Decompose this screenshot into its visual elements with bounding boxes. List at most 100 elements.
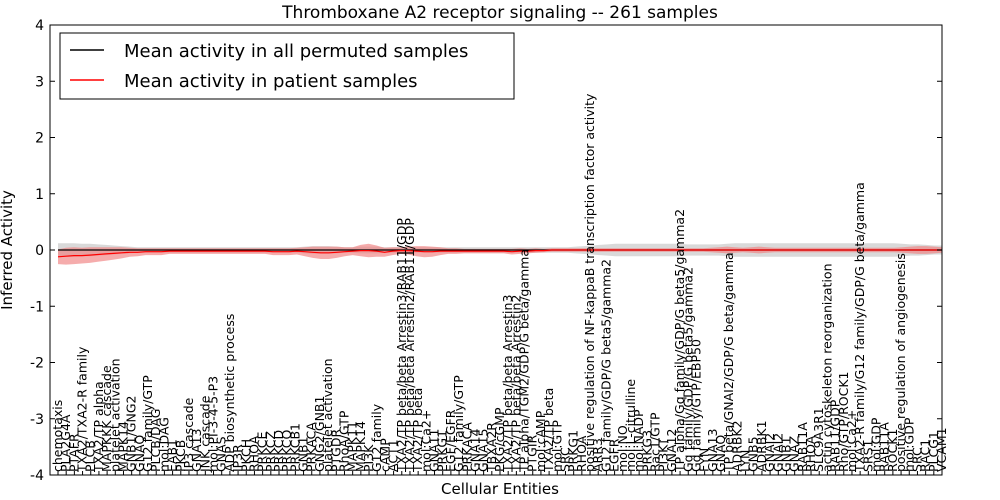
x-tick-label: G12 family/GTP	[140, 375, 155, 472]
x-tick-label: PTGIR	[525, 434, 540, 472]
y-tick-label: -3	[30, 412, 44, 428]
x-tick-label: positive regulation of angiogenesis	[893, 253, 908, 472]
x-tick-label: EGFR	[607, 438, 622, 472]
patient-band	[58, 243, 942, 265]
x-tick-label: positive regulation of NF-kappaB transcr…	[582, 93, 597, 472]
x-tick-label: G12 family/GTP	[451, 375, 466, 472]
x-tick-label: PRKCD	[271, 430, 286, 472]
x-axis-label: Cellular Entities	[441, 480, 559, 498]
x-tick-label: RHOA	[574, 435, 589, 472]
x-tick-label: PRKG1	[566, 430, 581, 472]
x-tick-label: RHOA	[803, 435, 818, 472]
y-tick-label: -1	[30, 299, 44, 315]
y-axis-label: Inferred Activity	[0, 190, 16, 310]
x-tick-label: GNAQ	[132, 435, 147, 472]
x-tick-label: cAMP	[377, 438, 392, 472]
y-tick-label: 3	[35, 74, 44, 90]
legend-label-patient: Mean activity in patient samples	[124, 71, 418, 92]
x-tick-label: TP alpha/TGM2/GDP/G beta/gamma	[517, 249, 532, 473]
x-tick-label: platelet activation	[320, 358, 335, 472]
x-tick-label: TXA2/TP beta/beta Arrestin2/RAB11/GDP	[402, 218, 417, 473]
x-tick-label: LYN	[738, 450, 753, 472]
x-tick-label: platelet activation	[107, 358, 122, 472]
x-tick-label: Gq family/GDP/G beta5/gamma2	[680, 267, 695, 472]
y-tick-label: 2	[35, 131, 44, 147]
x-tick-label: GNAI2	[762, 433, 777, 472]
x-tick-label: Rac1/GTP	[648, 412, 663, 472]
x-tick-label: TXA2/TP beta/beta Arrestin3	[500, 295, 515, 473]
x-tick-label: GNA14	[467, 428, 482, 472]
x-tick-label: mol:PI-3-4-5-P3	[206, 376, 221, 472]
x-tick-label: PRKCB1	[287, 423, 302, 472]
x-tick-label: PLCB	[83, 440, 98, 472]
x-tick-label: TP beta/GNAI2/GDP/G beta/gamma	[721, 252, 736, 473]
x-tick-label: GNB1	[779, 436, 794, 472]
x-tick-label: ADRBK1	[754, 420, 769, 472]
x-tick-label: MAPK11	[345, 421, 360, 472]
x-tick-label: mol:NO	[615, 425, 630, 472]
chart-title: Thromboxane A2 receptor signaling -- 261…	[281, 3, 718, 23]
x-tick-label: GNG2/GNB1	[312, 396, 327, 472]
x-tick-label: PKCH	[238, 439, 253, 472]
x-tick-label: PRKACA	[304, 422, 319, 472]
x-tick-label: ARR3	[590, 438, 605, 472]
x-tick-label: G12 family	[369, 403, 384, 472]
x-tick-label: PRKCZ	[263, 431, 278, 472]
x-tick-label: GNAQ	[713, 435, 728, 472]
x-tick-label: TXA2/TP beta	[541, 388, 556, 473]
x-tick-label: PRKCQ	[279, 430, 294, 472]
x-tick-label: TXA2/TP beta/beta Arrestin3/RAB11/GDP	[394, 218, 409, 473]
x-tick-label: JNK cascade	[197, 395, 212, 473]
x-tick-label: TXA2/TXA2-R family	[75, 346, 90, 473]
x-tick-label: PRKG1	[435, 430, 450, 472]
x-tick-label: GNA13	[189, 429, 204, 473]
x-tick-label: TBXA2R	[484, 422, 499, 473]
x-tick-label: GNAZ	[787, 436, 802, 472]
x-tick-label: TXA2/TP beta	[410, 388, 425, 473]
x-tick-label: EAB1	[165, 439, 180, 472]
x-tick-label: SRC	[909, 447, 924, 472]
x-tick-label: IP3R	[230, 444, 245, 472]
x-tick-label: ADP biosynthetic process	[222, 314, 237, 472]
x-tick-label: GNA11	[427, 429, 442, 473]
x-tick-label: mol:GTP	[549, 420, 564, 472]
x-tick-label: Gq family/GTP/EBP50	[688, 339, 703, 472]
legend: Mean activity in all permuted samples Me…	[59, 32, 515, 100]
x-tick-label: GNA12	[664, 429, 679, 473]
x-tick-label: PKCB	[173, 440, 188, 472]
x-tick-label: IP3 cascade	[181, 397, 196, 472]
x-tick-label: Rho/GTP/ROCK1	[836, 372, 851, 473]
x-tick-label: GNB1	[296, 436, 311, 472]
x-tick-label: RAB11A	[795, 422, 810, 472]
x-tick-label: GNAI2	[770, 433, 785, 472]
x-tick-label: G12 family/GDP/G beta5/gamma2	[598, 259, 613, 472]
x-tick-label: EGF/EGFR	[443, 409, 458, 472]
y-tick-label: 0	[35, 243, 44, 259]
x-tick-label: PI3KT	[656, 438, 671, 472]
x-tick-label: mol:Ca2+	[844, 410, 859, 472]
x-tick-label: RHOA	[246, 435, 261, 472]
x-tick-label: PLA2G4A	[58, 414, 73, 472]
x-tick-label: TXA2-R family/G12 family/GDP/G beta/gamm…	[852, 182, 867, 473]
x-tick-label: mol:cAMP	[533, 410, 548, 472]
x-tick-label: PTAFR	[66, 433, 81, 472]
x-tick-label: RAC1	[918, 439, 933, 472]
x-tick-label: mol:L-citrulline	[623, 379, 638, 472]
x-tick-label: MAPK14	[353, 421, 368, 472]
x-tick-label: RAB11/GDP	[828, 399, 843, 472]
x-tick-label: PRKACA	[459, 422, 474, 472]
x-tick-label: mol:Ca2+	[418, 410, 433, 472]
x-tick-label: mol:GDP	[869, 417, 884, 472]
x-tick-label: chemotaxis	[50, 400, 65, 472]
x-tick-label: mol:DAG	[156, 417, 171, 472]
x-tick-label: MAPK14	[116, 421, 131, 472]
x-tick-label: PI3K	[361, 444, 376, 472]
x-tick-label: TP alpha/Gq family/GDP/G beta5/gamma2	[672, 209, 687, 473]
x-tick-label: ACT1	[386, 439, 401, 472]
x-tick-label: MAPKKK cascade	[99, 365, 114, 472]
x-tick-label: ADRBK2	[729, 420, 744, 472]
x-tick-label: TXA2/TP alpha	[91, 381, 106, 473]
y-tick-label: 4	[35, 18, 44, 34]
x-tick-label: TXA2/TP beta/beta Arrestin2	[508, 295, 523, 473]
